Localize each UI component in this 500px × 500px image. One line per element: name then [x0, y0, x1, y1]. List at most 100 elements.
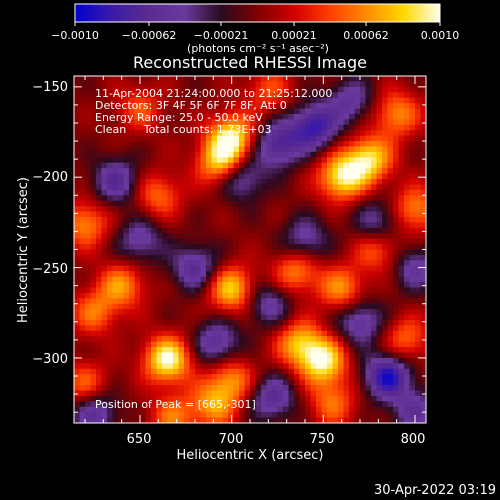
heatmap-cell — [173, 314, 180, 321]
heatmap-cell — [398, 162, 405, 169]
heatmap-cell — [343, 265, 350, 272]
heatmap-cell — [371, 249, 378, 256]
heatmap-cell — [277, 227, 284, 234]
heatmap-cell — [217, 76, 224, 83]
heatmap-cell — [299, 119, 306, 126]
heatmap-cell — [195, 113, 202, 120]
heatmap-cell — [184, 151, 191, 158]
heatmap-cell — [382, 86, 389, 93]
heatmap-cell — [211, 314, 218, 321]
heatmap-cell — [206, 168, 213, 175]
heatmap-cell — [96, 417, 103, 423]
heatmap-cell — [261, 385, 268, 392]
heatmap-cell — [310, 401, 317, 408]
heatmap-cell — [261, 189, 268, 196]
heatmap-cell — [354, 135, 361, 142]
heatmap-cell — [228, 141, 235, 148]
heatmap-cell — [360, 113, 367, 120]
heatmap-cell — [398, 319, 405, 326]
colorbar-tick-label: −0.00021 — [194, 29, 249, 42]
heatmap-cell — [195, 265, 202, 272]
heatmap-cell — [118, 113, 125, 120]
heatmap-cell — [310, 86, 317, 93]
heatmap-cell — [354, 276, 361, 283]
heatmap-cell — [222, 276, 229, 283]
heatmap-cell — [244, 330, 251, 337]
heatmap-cell — [134, 233, 141, 240]
heatmap-cell — [79, 330, 86, 337]
heatmap-cell — [211, 325, 218, 332]
heatmap-cell — [316, 341, 323, 348]
heatmap-cell — [162, 206, 169, 213]
heatmap-cell — [79, 249, 86, 256]
heatmap-cell — [217, 81, 224, 88]
heatmap-cell — [316, 254, 323, 261]
heatmap-cell — [96, 379, 103, 386]
heatmap-cell — [338, 265, 345, 272]
heatmap-cell — [228, 319, 235, 326]
heatmap-cell — [156, 309, 163, 316]
heatmap-cell — [140, 282, 147, 289]
heatmap-cell — [321, 385, 328, 392]
heatmap-cell — [415, 179, 422, 186]
heatmap-cell — [294, 303, 301, 310]
heatmap-cell — [134, 135, 141, 142]
heatmap-cell — [288, 151, 295, 158]
heatmap-cell — [107, 179, 114, 186]
heatmap-cell — [173, 352, 180, 359]
heatmap-cell — [129, 135, 136, 142]
heatmap-cell — [305, 113, 312, 120]
heatmap-cell — [173, 76, 180, 83]
heatmap-cell — [123, 330, 130, 337]
heatmap-cell — [233, 412, 240, 419]
heatmap-cell — [415, 395, 422, 402]
heatmap-cell — [118, 357, 125, 364]
heatmap-cell — [404, 368, 411, 375]
heatmap-cell — [398, 379, 405, 386]
heatmap-cell — [332, 249, 339, 256]
heatmap-cell — [294, 135, 301, 142]
heatmap-cell — [338, 103, 345, 110]
heatmap-cell — [294, 406, 301, 413]
heatmap-cell — [365, 211, 372, 218]
heatmap-cell — [85, 173, 92, 180]
heatmap-cell — [145, 211, 152, 218]
heatmap-cell — [96, 325, 103, 332]
heatmap-cell — [365, 357, 372, 364]
heatmap-cell — [398, 227, 405, 234]
heatmap-cell — [343, 249, 350, 256]
heatmap-cell — [305, 379, 312, 386]
heatmap-cell — [261, 184, 268, 191]
heatmap-cell — [206, 276, 213, 283]
heatmap-cell — [376, 319, 383, 326]
heatmap-cell — [211, 124, 218, 131]
heatmap-cell — [294, 124, 301, 131]
heatmap-cell — [162, 363, 169, 370]
heatmap-cell — [332, 336, 339, 343]
heatmap-cell — [244, 276, 251, 283]
heatmap-cell — [393, 330, 400, 337]
heatmap-cell — [244, 162, 251, 169]
heatmap-cell — [360, 86, 367, 93]
heatmap-cell — [409, 222, 416, 229]
heatmap-cell — [96, 124, 103, 131]
heatmap-cell — [294, 238, 301, 245]
heatmap-cell — [79, 92, 86, 99]
heatmap-cell — [211, 260, 218, 267]
heatmap-cell — [217, 108, 224, 115]
heatmap-cell — [393, 103, 400, 110]
heatmap-cell — [393, 141, 400, 148]
heatmap-cell — [387, 108, 394, 115]
heatmap-cell — [79, 319, 86, 326]
heatmap-cell — [85, 146, 92, 153]
heatmap-cell — [167, 157, 174, 164]
heatmap-cell — [162, 406, 169, 413]
heatmap-cell — [134, 206, 141, 213]
heatmap-cell — [409, 390, 416, 397]
heatmap-cell — [288, 173, 295, 180]
heatmap-cell — [409, 189, 416, 196]
heatmap-cell — [167, 287, 174, 294]
heatmap-cell — [321, 309, 328, 316]
heatmap-cell — [277, 119, 284, 126]
heatmap-cell — [343, 379, 350, 386]
